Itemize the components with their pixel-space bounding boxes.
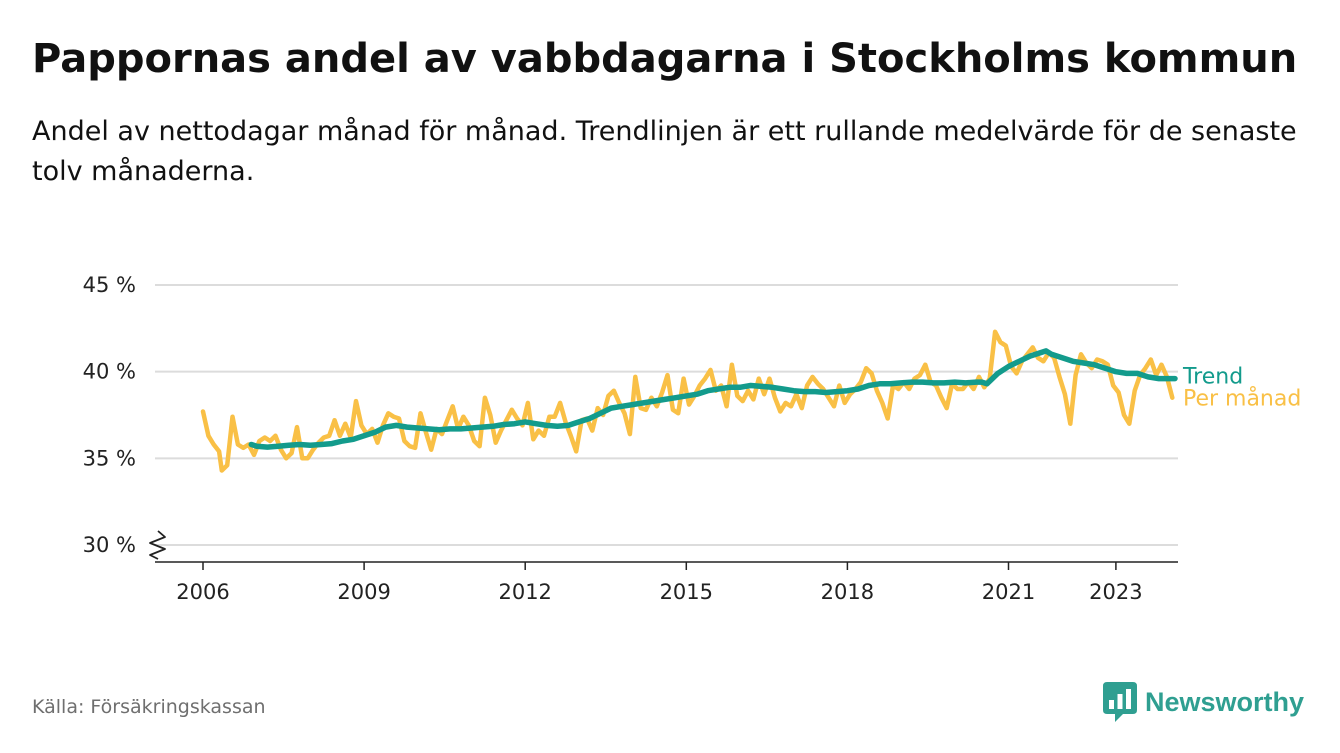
y-tick-label: 45 % [83,273,136,297]
x-tick-label: 2006 [176,580,229,604]
x-tick-label: 2015 [660,580,713,604]
x-tick-label: 2009 [337,580,390,604]
x-tick-label: 2018 [821,580,874,604]
y-axis-ticks: 30 % 35 % 40 % 45 % [83,273,136,557]
x-axis [149,530,1178,563]
y-tick-label: 35 % [83,446,136,470]
y-tick-label: 30 % [83,533,136,557]
series-line-per-manad [200,329,1175,473]
bar-chart-icon [1103,682,1137,722]
series-lines [200,329,1178,473]
axis-break-icon [149,530,166,560]
series-label-per-manad: Per månad [1183,386,1301,412]
brand-name: Newsworthy [1145,686,1305,717]
brand-logo[interactable]: Newsworthy [1103,682,1304,722]
x-tick-label: 2021 [982,580,1035,604]
series-label-trend: Trend [1182,365,1243,390]
x-tick-label: 2023 [1089,580,1142,604]
series-line-trend [248,348,1178,450]
x-tick-label: 2012 [498,580,551,604]
chart-subtitle: Andel av nettodagar månad för månad. Tre… [32,116,1297,187]
source-note: Källa: Försäkringskassan [32,696,266,718]
y-tick-label: 40 % [83,360,136,384]
x-axis-ticks: 2006 2009 2012 2015 2018 2021 2023 [176,562,1143,604]
gridlines [155,284,1178,546]
chart-title: Pappornas andel av vabbdagarna i Stockho… [32,36,1298,82]
